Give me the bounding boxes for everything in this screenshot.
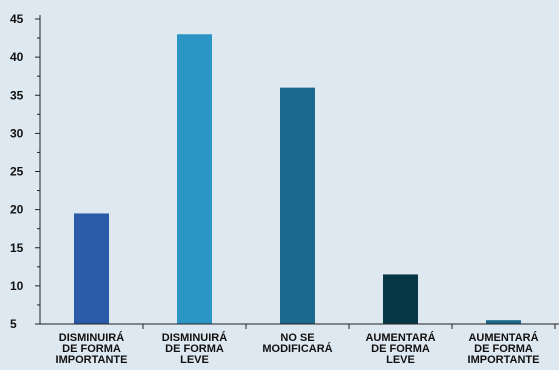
x-category-label: AUMENTARÁ DE FORMA IMPORTANTE bbox=[468, 331, 540, 366]
y-tick-label: 40 bbox=[10, 50, 24, 64]
x-category-label: DISMINUIRÁ DE FORMA IMPORTANTE bbox=[56, 331, 128, 366]
y-tick-label: 35 bbox=[10, 88, 24, 102]
y-tick-label: 20 bbox=[10, 203, 24, 217]
bar bbox=[74, 213, 109, 324]
x-category-label: NO SE MODIFICARÁ bbox=[262, 332, 332, 355]
y-tick-label: 5 bbox=[10, 317, 17, 331]
bars bbox=[74, 34, 521, 324]
x-category-label: AUMENTARÁ DE FORMA LEVE bbox=[365, 331, 435, 366]
y-axis: 5 10 15 20 25 30 35 40 45 bbox=[10, 12, 41, 331]
bar bbox=[280, 87, 315, 324]
y-tick-label: 10 bbox=[10, 279, 24, 293]
bar bbox=[177, 34, 212, 324]
x-category-label: DISMINUIRÁ DE FORMA LEVE bbox=[162, 331, 227, 366]
y-tick-label: 15 bbox=[10, 241, 24, 255]
y-tick-label: 30 bbox=[10, 126, 24, 140]
x-axis: DISMINUIRÁ DE FORMA IMPORTANTE DISMINUIRÁ DE… bbox=[40, 323, 559, 366]
y-tick-label: 45 bbox=[10, 12, 24, 26]
bar bbox=[486, 320, 521, 324]
bar bbox=[383, 274, 418, 324]
y-tick-label: 25 bbox=[10, 165, 24, 179]
